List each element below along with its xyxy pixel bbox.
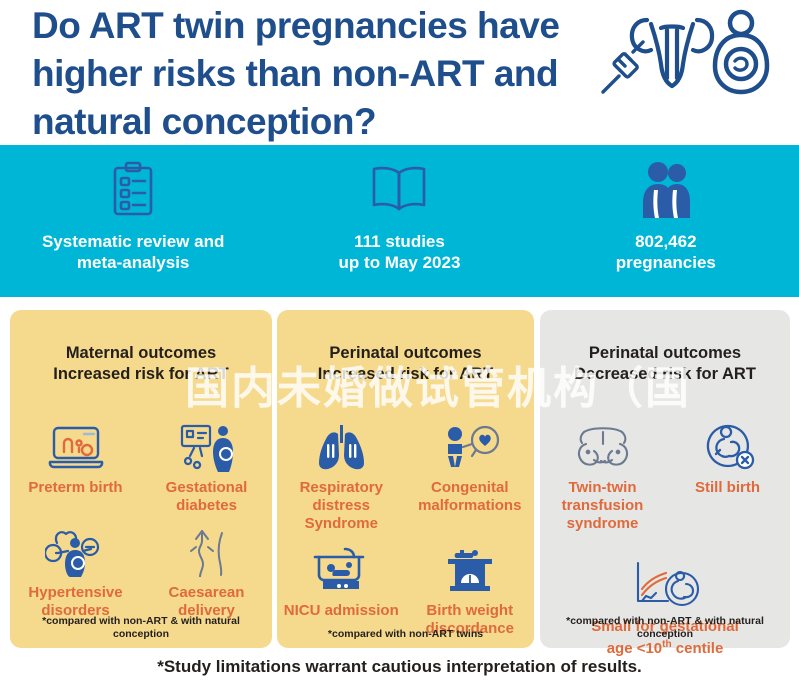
footer-disclaimer: *Study limitations warrant cautious inte… bbox=[157, 657, 642, 676]
outcome-label: Congenital malformations bbox=[418, 479, 522, 514]
outcome-label: Hypertensive disorders bbox=[28, 584, 123, 619]
blood-pressure-pregnant-icon bbox=[44, 523, 107, 577]
page-title: Do ART twin pregnancies have higher risk… bbox=[32, 5, 560, 142]
outcome-item-respiratory-distress: Respiratory distress Syndrome bbox=[277, 418, 406, 533]
baby-heart-icon bbox=[439, 418, 501, 472]
panel-footnote: *compared with non-ART & with natural co… bbox=[42, 615, 240, 640]
outcome-label-superscript: th bbox=[662, 639, 672, 650]
panel-maternal-outcomes: Maternal outcomes Increased risk for ART… bbox=[10, 310, 272, 648]
outcome-item-small-for-gestational-age: Small for gestational age <10th centile bbox=[540, 557, 790, 658]
open-book-icon bbox=[368, 159, 430, 221]
outcome-label: Respiratory distress Syndrome bbox=[299, 479, 383, 532]
panel-footnote: *compared with non-ART twins bbox=[327, 628, 484, 640]
stats-band: Systematic review and meta-analysis 111 … bbox=[0, 145, 799, 297]
outcome-label: Gestational diabetes bbox=[165, 479, 248, 514]
panel-perinatal-decreased: Perinatal outcomes Decreased risk for AR… bbox=[540, 310, 790, 657]
panel-item-grid: Respiratory distress Syndrome bbox=[277, 418, 534, 646]
panel-footnote: *compared with non-ART & with natural co… bbox=[566, 615, 764, 640]
syringe-icon bbox=[601, 40, 645, 94]
outcome-label: Caesarean delivery bbox=[168, 584, 245, 619]
stillbirth-fetus-icon bbox=[700, 418, 756, 472]
stat-label: 111 studies up to May 2023 bbox=[338, 232, 461, 272]
growth-chart-fetus-icon bbox=[620, 557, 710, 611]
panel-item-grid: Preterm birth bbox=[10, 418, 272, 628]
panel-title: Perinatal outcomes Decreased risk for AR… bbox=[574, 344, 756, 383]
stat-item-studies: 111 studies up to May 2023 bbox=[266, 145, 532, 273]
stat-label: Systematic review and meta-analysis bbox=[41, 232, 225, 272]
outcome-item-caesarean-delivery: Caesarean delivery bbox=[141, 523, 272, 620]
outcome-label: Still birth bbox=[695, 479, 760, 496]
header-section: Do ART twin pregnancies have higher risk… bbox=[0, 0, 799, 145]
stat-item-systematic-review: Systematic review and meta-analysis bbox=[0, 145, 266, 273]
outcome-panels: Maternal outcomes Increased risk for ART… bbox=[0, 310, 799, 657]
header-icon-group bbox=[585, 6, 785, 102]
lungs-icon bbox=[312, 418, 370, 472]
outcome-item-still-birth: Still birth bbox=[665, 418, 790, 533]
stat-item-pregnancies: 802,462 pregnancies bbox=[533, 145, 799, 273]
outcome-label: NICU admission bbox=[283, 602, 399, 619]
panel-perinatal-increased: Perinatal outcomes Increased risk for AR… bbox=[277, 310, 534, 648]
incubator-icon bbox=[311, 541, 371, 595]
outcome-label: Twin-twin transfusion syndrome bbox=[561, 479, 644, 532]
outcome-item-nicu-admission: NICU admission bbox=[277, 541, 406, 638]
outcome-label: Birth weight discordance bbox=[425, 602, 514, 637]
ultrasound-monitor-icon bbox=[48, 418, 104, 472]
uterus-syringe-ivf-icon bbox=[629, 17, 715, 89]
outcome-item-twin-twin-transfusion: Twin-twin transfusion syndrome bbox=[540, 418, 665, 533]
panel-title: Maternal outcomes Increased risk for ART bbox=[53, 344, 229, 383]
outcome-item-hypertensive-disorders: Hypertensive disorders bbox=[10, 523, 141, 620]
outcome-label-tail: centile bbox=[671, 640, 724, 657]
pregnant-woman-icon bbox=[712, 9, 770, 95]
baby-weight-scale-icon bbox=[442, 541, 498, 595]
outcome-label: Small for gestational age <10th centile bbox=[591, 618, 739, 658]
outcome-item-preterm-birth: Preterm birth bbox=[10, 418, 141, 515]
outcome-item-congenital-malformations: Congenital malformations bbox=[406, 418, 535, 533]
outcome-item-gestational-diabetes: Gestational diabetes bbox=[141, 418, 272, 515]
twin-fetuses-placenta-icon bbox=[570, 418, 636, 472]
outcome-label-main: Small for gestational age <10 bbox=[591, 618, 739, 657]
glucose-meter-pregnant-icon bbox=[178, 418, 236, 472]
panel-item-grid: Twin-twin transfusion syndrome Still bir… bbox=[540, 418, 790, 666]
outcome-item-birth-weight-discordance: Birth weight discordance bbox=[406, 541, 535, 638]
stat-label: 802,462 pregnancies bbox=[615, 232, 716, 272]
outcome-label: Preterm birth bbox=[28, 479, 123, 496]
clipboard-checklist-icon bbox=[108, 159, 158, 221]
caesarean-scar-icon bbox=[180, 523, 234, 577]
two-people-icon bbox=[637, 159, 695, 221]
panel-title: Perinatal outcomes Increased risk for AR… bbox=[317, 344, 494, 383]
